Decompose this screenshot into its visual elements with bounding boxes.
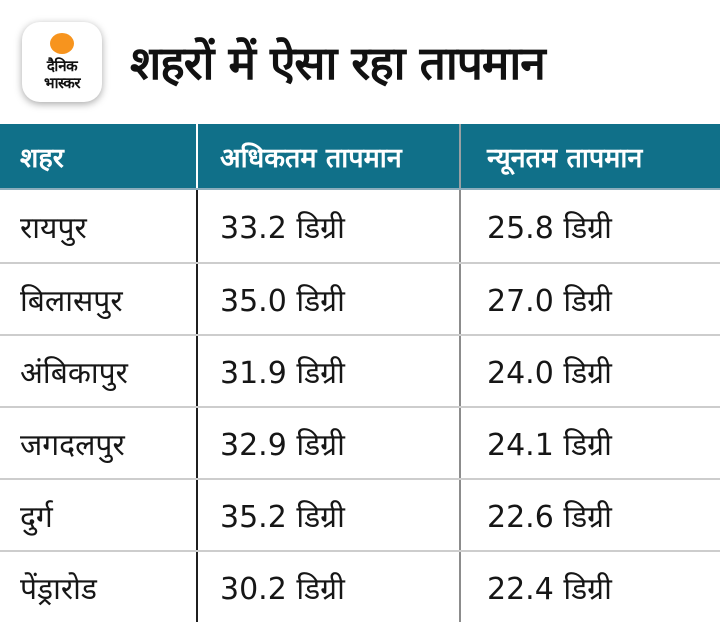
column-header-max-temp: अधिकतम तापमान [196,124,459,188]
max-temp-cell: 31.9 डिग्री [196,336,459,406]
max-temp-cell: 35.0 डिग्री [196,264,459,334]
table-row: पेंड्रारोड 30.2 डिग्री 22.4 डिग्री [0,550,720,622]
column-header-min-temp: न्यूनतम तापमान [459,124,720,188]
city-cell: अंबिकापुर [20,355,128,391]
min-temp-cell: 27.0 डिग्री [459,264,720,334]
min-temp-cell: 22.4 डिग्री [459,552,720,622]
sun-icon [50,33,74,54]
temperature-table: शहर अधिकतम तापमान न्यूनतम तापमान रायपुर … [0,124,720,622]
table-row: जगदलपुर 32.9 डिग्री 24.1 डिग्री [0,406,720,478]
max-temp-cell: 32.9 डिग्री [196,408,459,478]
max-temp-cell: 33.2 डिग्री [196,190,459,262]
column-header-city: शहर [20,142,64,174]
masthead: दैनिक भास्कर शहरों में ऐसा रहा तापमान [0,0,720,124]
city-cell: दुर्ग [20,499,53,535]
table-row: रायपुर 33.2 डिग्री 25.8 डिग्री [0,190,720,262]
dainik-bhaskar-logo: दैनिक भास्कर [22,22,102,102]
logo-text-line1: दैनिक [46,57,78,75]
min-temp-cell: 24.0 डिग्री [459,336,720,406]
table-row: दुर्ग 35.2 डिग्री 22.6 डिग्री [0,478,720,550]
city-cell: रायपुर [20,210,87,246]
city-cell: पेंड्रारोड [20,571,97,607]
city-cell: जगदलपुर [20,427,125,463]
table-row: अंबिकापुर 31.9 डिग्री 24.0 डिग्री [0,334,720,406]
max-temp-cell: 30.2 डिग्री [196,552,459,622]
page-title: शहरों में ऐसा रहा तापमान [130,36,546,90]
city-cell: बिलासपुर [20,283,123,319]
min-temp-cell: 22.6 डिग्री [459,480,720,550]
logo-text-line2: भास्कर [44,73,80,92]
max-temp-cell: 35.2 डिग्री [196,480,459,550]
min-temp-cell: 25.8 डिग्री [459,190,720,262]
min-temp-cell: 24.1 डिग्री [459,408,720,478]
table-header-row: शहर अधिकतम तापमान न्यूनतम तापमान [0,124,720,190]
table-row: बिलासपुर 35.0 डिग्री 27.0 डिग्री [0,262,720,334]
